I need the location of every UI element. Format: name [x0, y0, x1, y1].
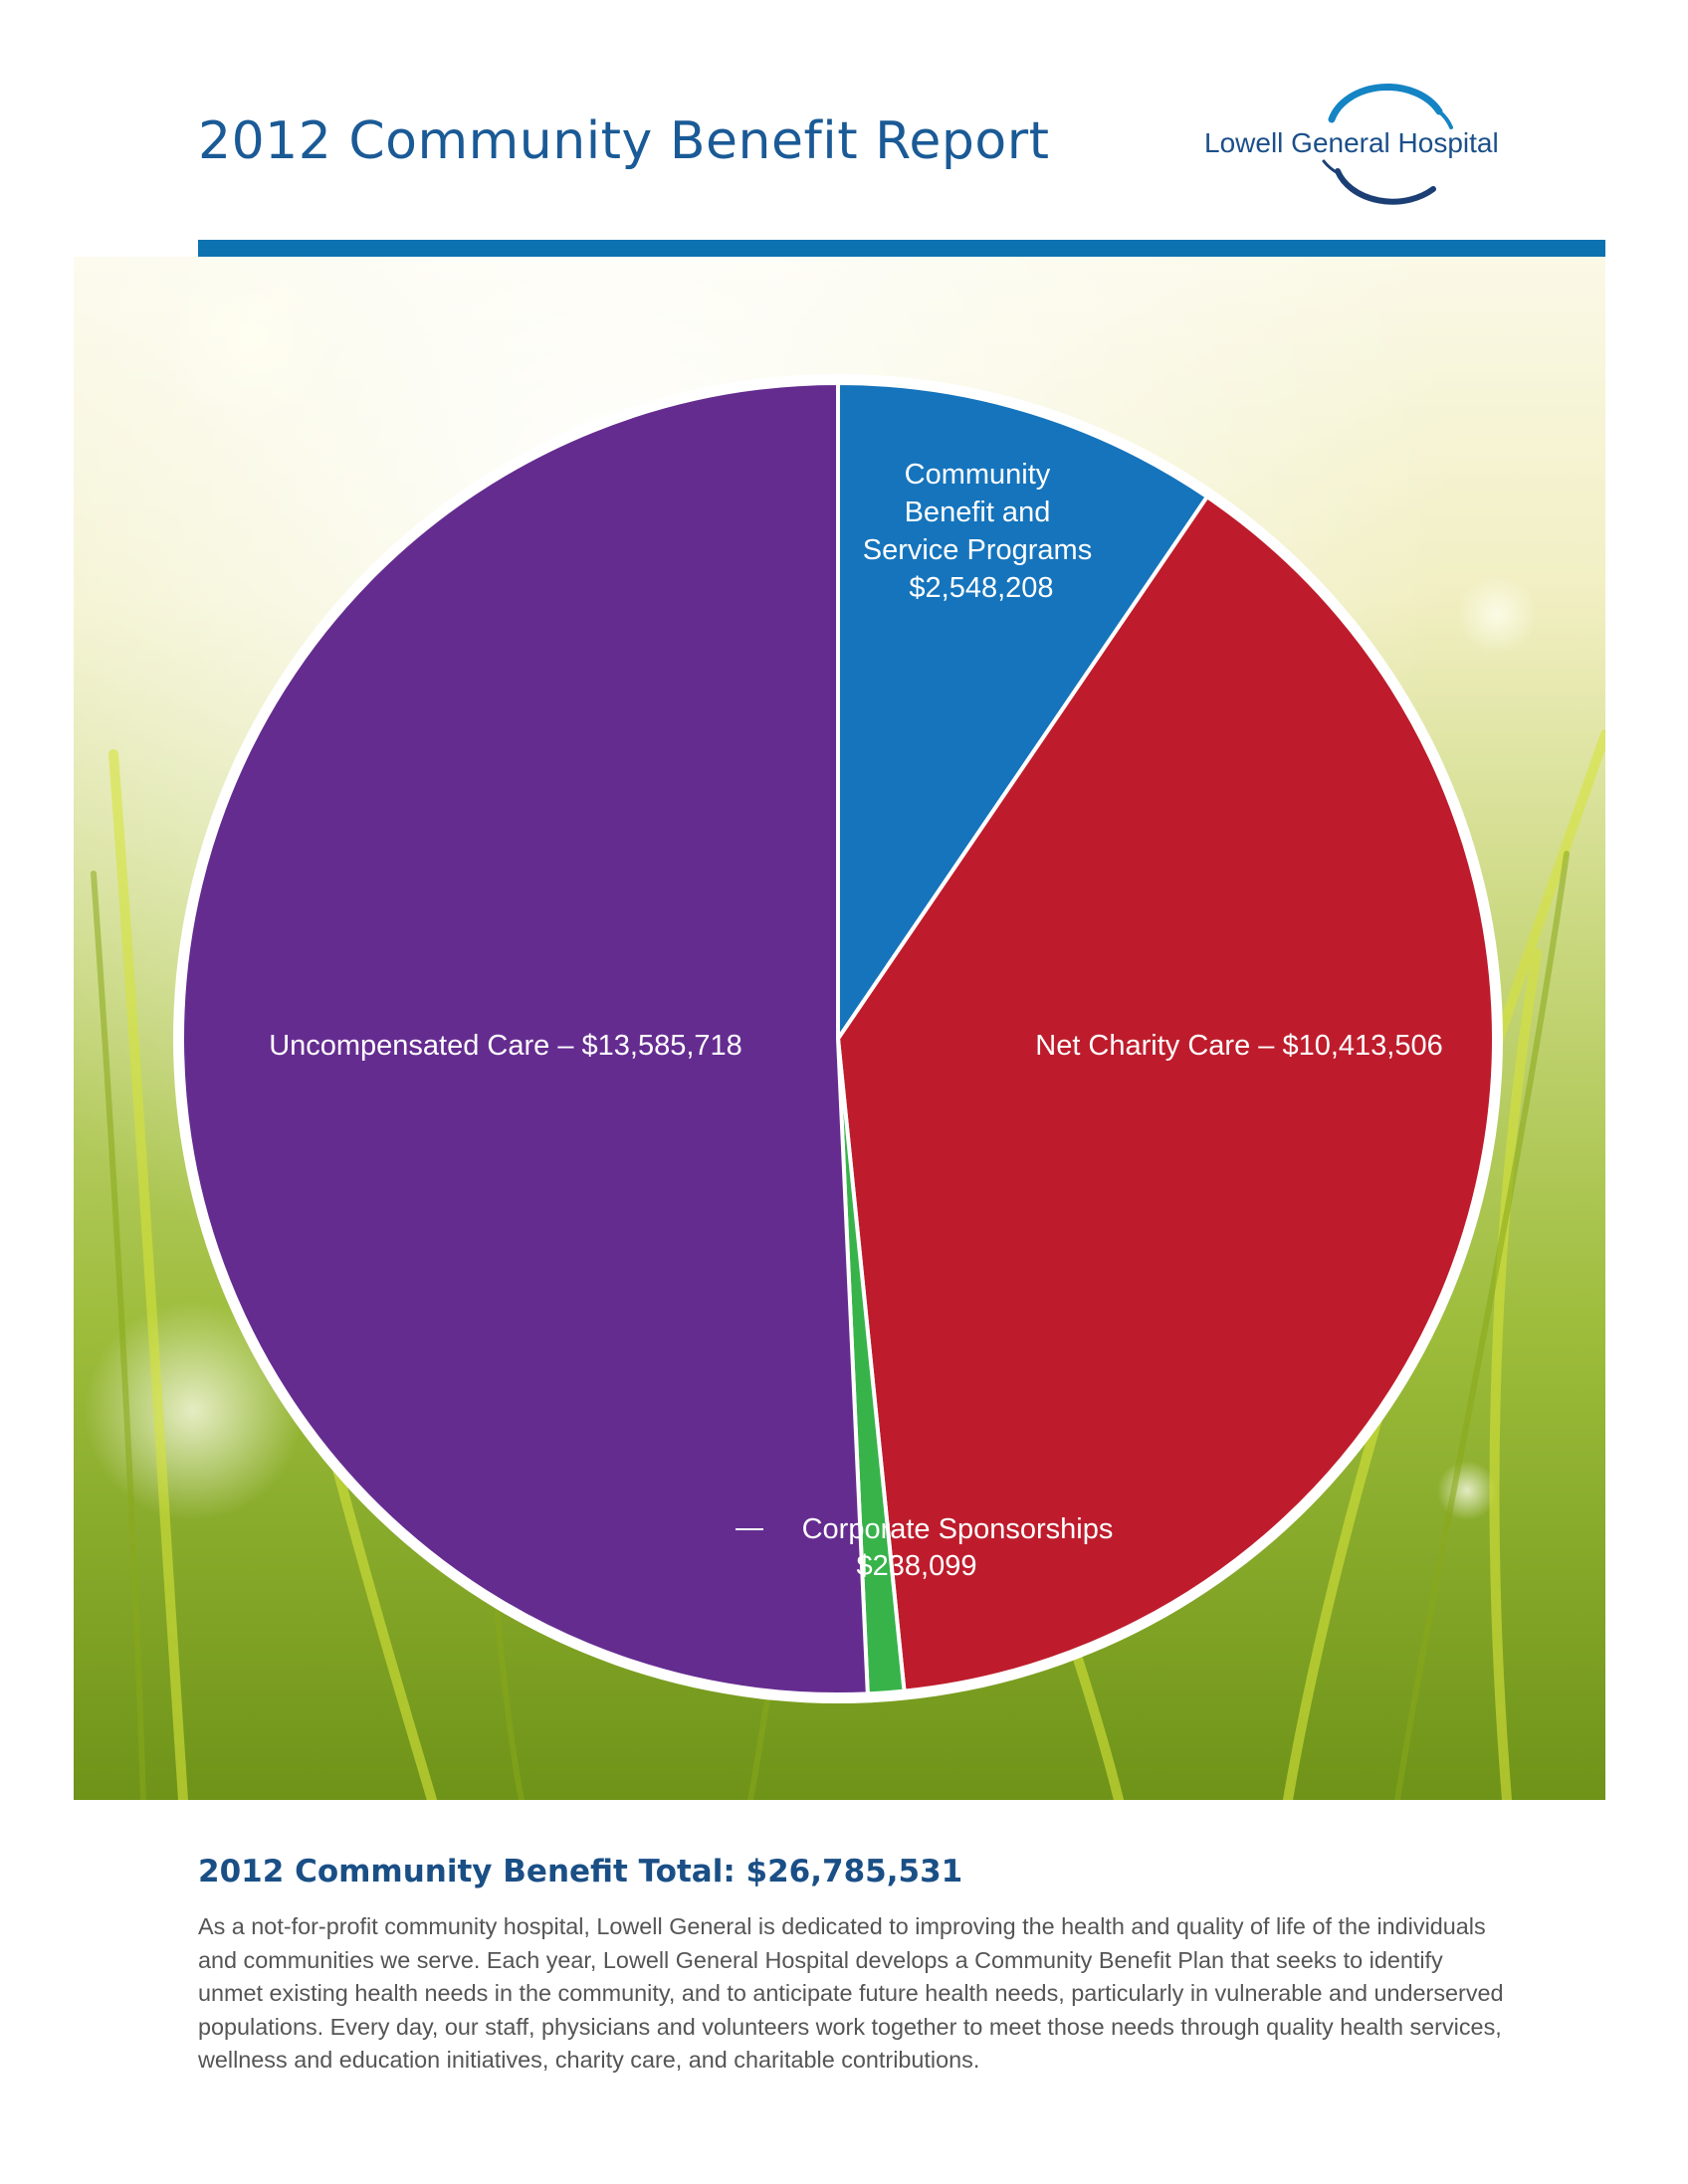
pie-labels: Community Benefit and Service Programs $…	[269, 459, 1443, 1582]
hospital-logo: Lowell General Hospital	[1190, 82, 1569, 211]
summary-paragraph: As a not-for-profit community hospital, …	[198, 1913, 1504, 2073]
slice-uncompensated-care	[180, 381, 870, 1696]
label-net-charity-care: Net Charity Care – $10,413,506	[1035, 1030, 1442, 1062]
pie-chart: Community Benefit and Service Programs $…	[173, 374, 1503, 1703]
label-corporate-sponsorships: Corporate Sponsorships $238,099	[802, 1513, 1122, 1582]
logo-text: Lowell General Hospital	[1204, 127, 1499, 158]
label-uncompensated-care: Uncompensated Care – $13,585,718	[269, 1030, 742, 1062]
slice-net-charity-care	[836, 495, 1496, 1693]
label-community-benefit: Community Benefit and Service Programs $…	[863, 459, 1101, 604]
slice-community-benefit	[836, 381, 1209, 1041]
community-benefit-total: 2012 Community Benefit Total: $26,785,53…	[198, 1854, 963, 1889]
logo-ring-icon	[1322, 84, 1453, 205]
report-title: 2012 Community Benefit Report	[198, 111, 1050, 171]
hero-image-with-chart: Community Benefit and Service Programs $…	[74, 257, 1605, 1800]
